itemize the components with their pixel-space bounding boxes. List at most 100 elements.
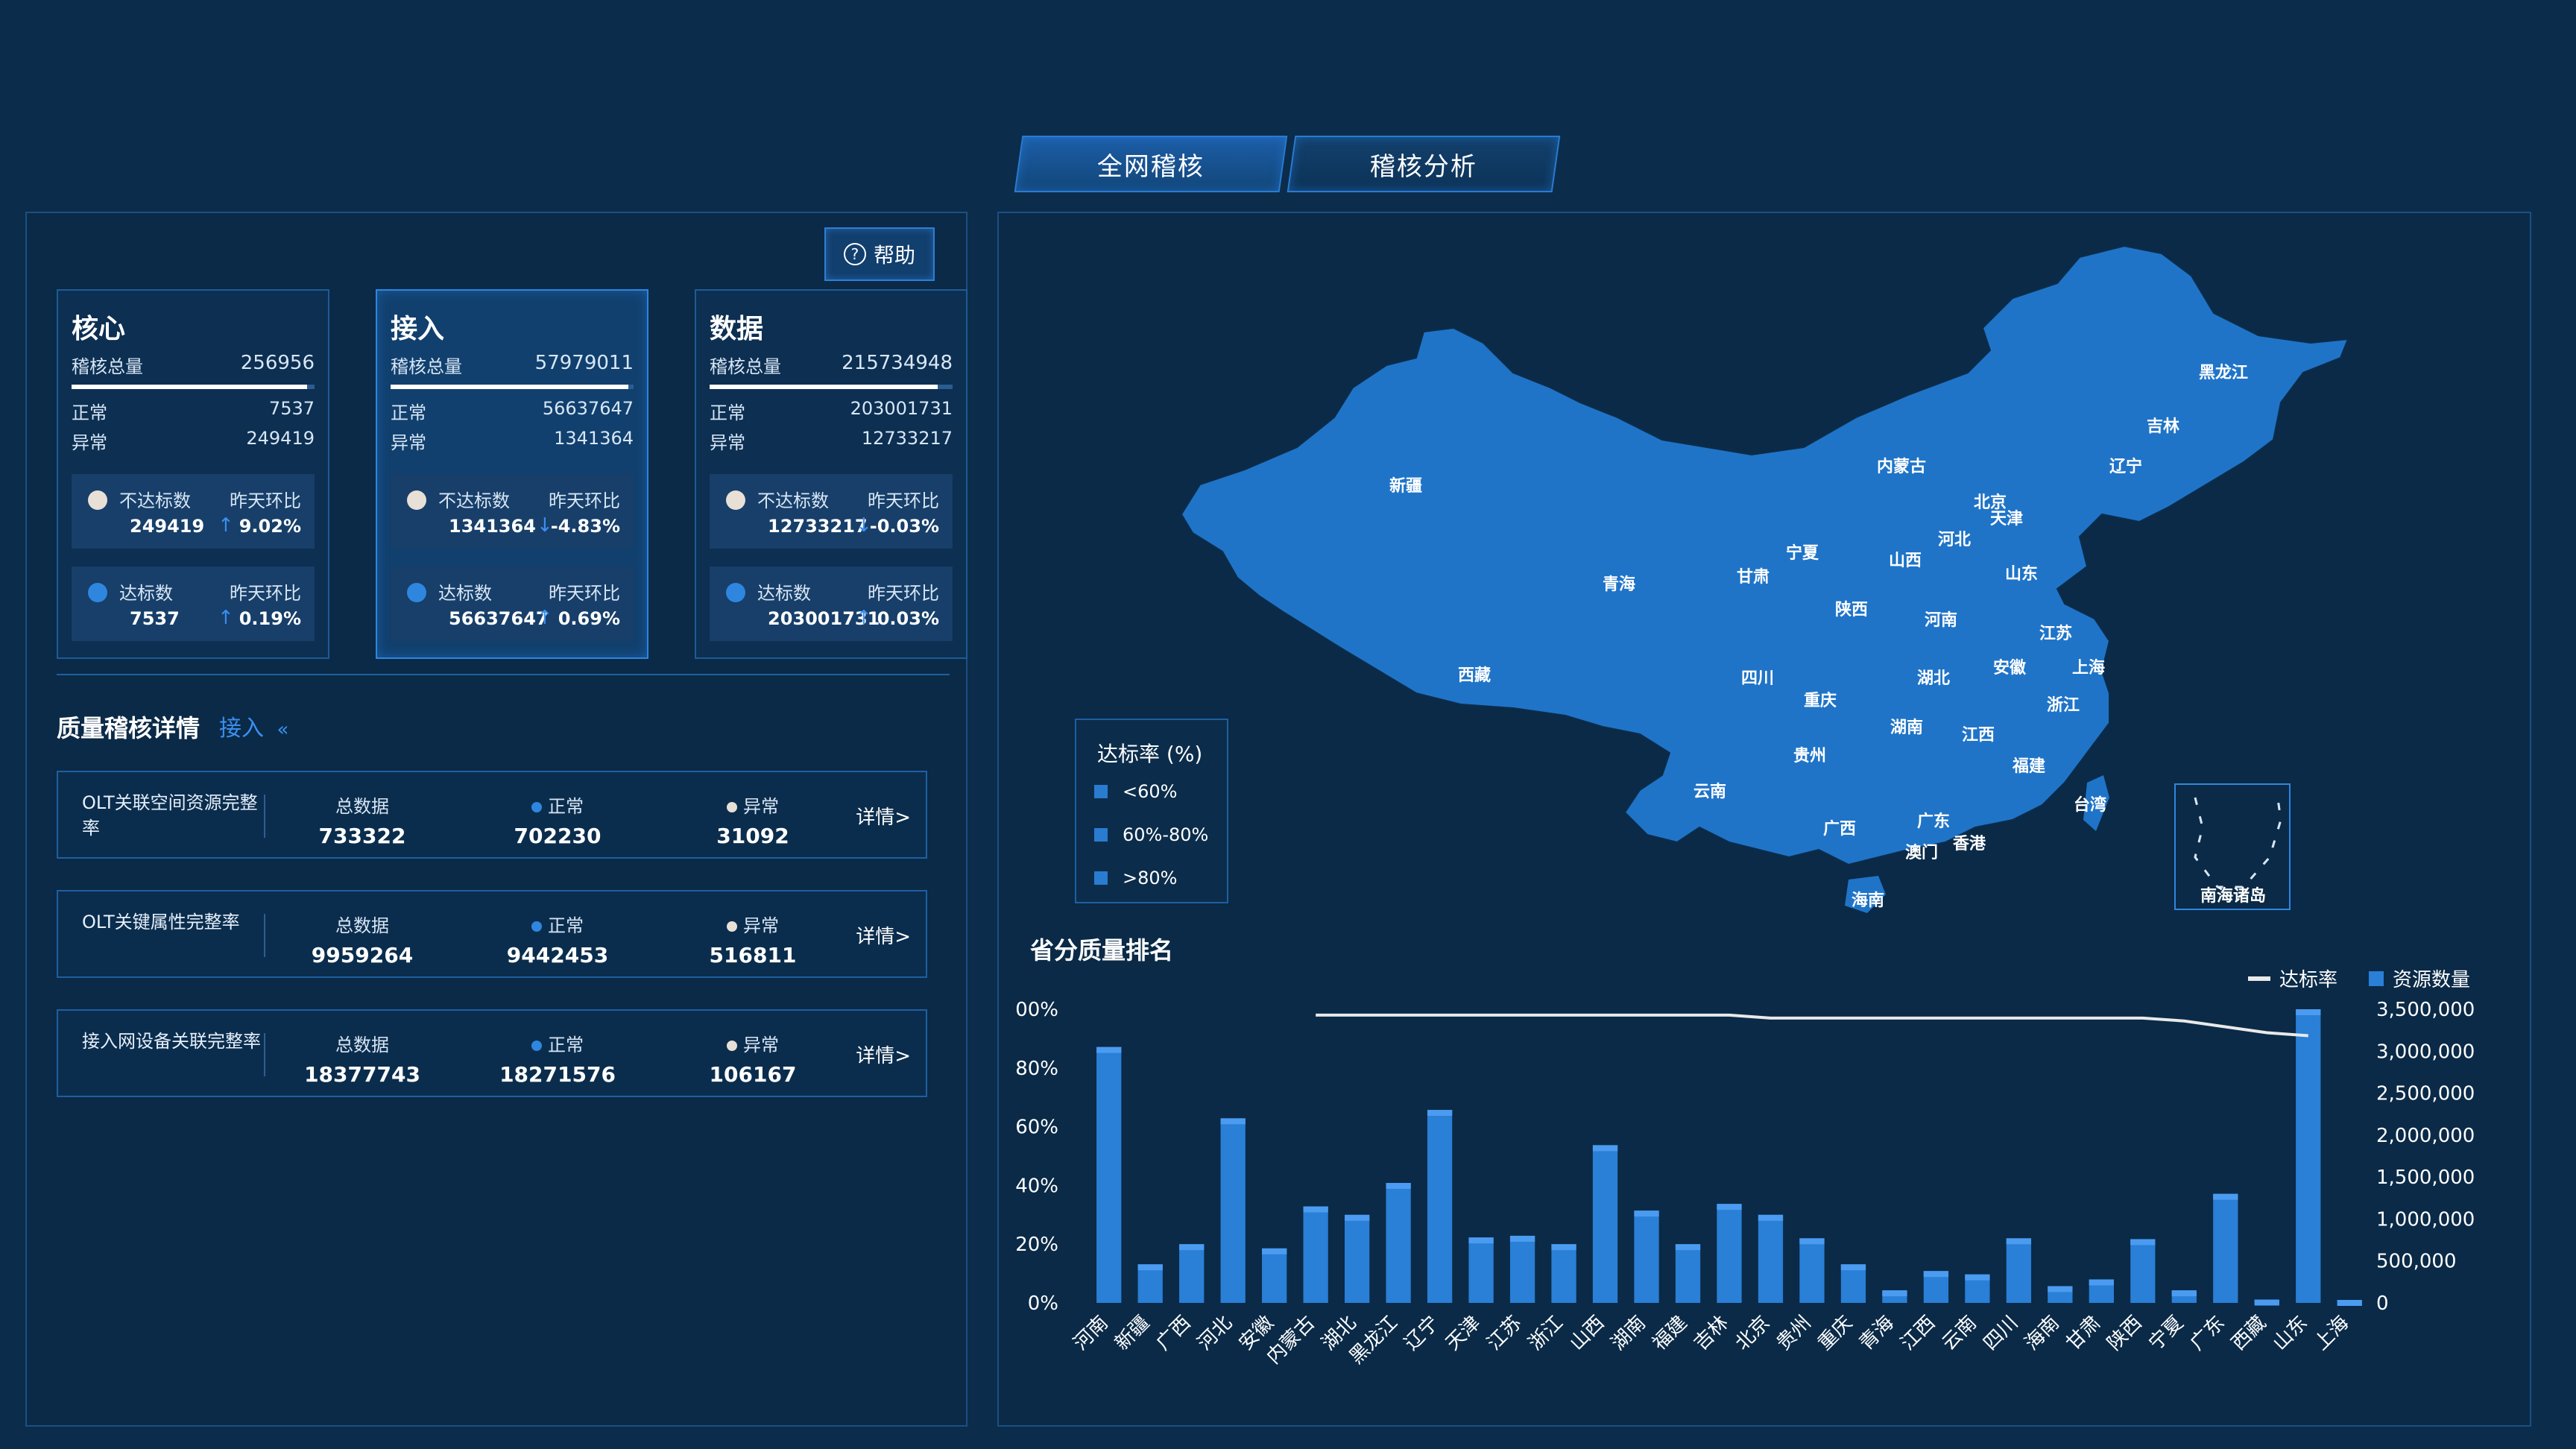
china-map[interactable]: [1163, 231, 2355, 917]
details-link[interactable]: 详情>: [856, 806, 911, 829]
province-label[interactable]: 云南: [1693, 783, 1727, 801]
abnormal-column: 异常 31092: [678, 792, 827, 848]
abnormal-value: 1341364: [554, 428, 634, 449]
province-label[interactable]: 台湾: [2074, 796, 2107, 815]
province-label[interactable]: 江苏: [2039, 625, 2073, 643]
map-legend-title: 达标率 (%): [1097, 742, 1203, 766]
province-label[interactable]: 北京: [1974, 493, 2007, 512]
normal-value: 9442453: [506, 943, 609, 967]
tab-full-network-audit[interactable]: 全网稽核: [1014, 136, 1288, 192]
province-label[interactable]: 湖南: [1890, 719, 1924, 737]
map-legend: 达标率 (%) <60% 60%-80% >80%: [1075, 719, 1228, 903]
x-tick-label: 河北: [1193, 1312, 1237, 1355]
abnormal-label: 异常: [743, 796, 779, 817]
province-label[interactable]: 四川: [1741, 669, 1775, 688]
abnormal-dot-icon: [727, 921, 737, 932]
province-label[interactable]: 甘肃: [1737, 568, 1770, 587]
bar-1: [1137, 1264, 1163, 1303]
province-label[interactable]: 西藏: [1458, 666, 1491, 685]
x-tick-label: 福建: [1648, 1312, 1691, 1355]
x-tick-label: 广东: [2186, 1312, 2229, 1355]
x-tick-label: 青海: [1855, 1312, 1898, 1355]
province-label[interactable]: 吉林: [2147, 417, 2180, 436]
details-link[interactable]: 详情>: [856, 1045, 911, 1067]
standard-box[interactable]: 达标数 昨天环比 7537 ↑ 0.19%: [72, 566, 315, 641]
total-value: 57979011: [534, 352, 634, 374]
province-label[interactable]: 广东: [1917, 812, 1951, 831]
help-button[interactable]: ? 帮助: [824, 227, 935, 281]
province-label[interactable]: 天津: [1990, 510, 2024, 528]
bar-5: [1303, 1206, 1328, 1303]
legend-item-low[interactable]: <60%: [1094, 781, 1177, 802]
substandard-label: 不达标数: [119, 490, 191, 511]
province-label[interactable]: 重庆: [1804, 692, 1837, 710]
y-tick-left: 60%: [1015, 1117, 1058, 1139]
normal-label: 正常: [72, 402, 107, 423]
bar-cap-5: [1303, 1206, 1328, 1213]
substandard-box[interactable]: 不达标数 昨天环比 1341364 ↓ -4.83%: [391, 474, 634, 549]
change-value: 0.69%: [558, 608, 620, 629]
province-label[interactable]: 贵州: [1793, 747, 1827, 765]
total-value: 18377743: [304, 1062, 420, 1087]
province-label[interactable]: 福建: [2012, 757, 2046, 776]
details-link[interactable]: 详情>: [856, 926, 911, 948]
province-label[interactable]: 山东: [2005, 565, 2039, 584]
bar-cap-21: [1965, 1274, 1990, 1281]
substandard-dot-icon: [407, 490, 426, 510]
province-label[interactable]: 陕西: [1835, 601, 1869, 619]
abnormal-dot-icon: [727, 802, 737, 812]
x-tick-label: 西藏: [2227, 1312, 2270, 1355]
province-label[interactable]: 河北: [1938, 531, 1972, 549]
normal-label: 正常: [391, 402, 426, 423]
legend-count-label: 资源数量: [2393, 969, 2471, 991]
compare-label: 昨天环比: [230, 490, 301, 511]
province-label[interactable]: 黑龙江: [2199, 364, 2249, 382]
legend-item-mid[interactable]: 60%-80%: [1094, 824, 1208, 845]
bar-8: [1427, 1110, 1453, 1303]
province-label[interactable]: 广西: [1823, 820, 1857, 839]
province-label[interactable]: 青海: [1603, 575, 1636, 594]
substandard-box[interactable]: 不达标数 昨天环比 12733217 ↓ -0.03%: [710, 474, 953, 549]
standard-box[interactable]: 达标数 昨天环比 56637647 ↑ 0.69%: [391, 566, 634, 641]
audit-card[interactable]: 数据 稽核总量 215734948 正常 203001731 异常 127332…: [695, 289, 967, 659]
province-label[interactable]: 海南: [1852, 891, 1885, 910]
province-label[interactable]: 上海: [2072, 659, 2106, 678]
x-tick-label: 河南: [1070, 1312, 1113, 1355]
y-tick-right: 2,500,000: [2376, 1083, 2475, 1105]
province-label[interactable]: 辽宁: [2109, 458, 2143, 476]
quality-row[interactable]: OLT关键属性完整率 总数据 9959264 正常 9442453 异常 516…: [57, 890, 927, 978]
normal-label: 正常: [548, 915, 584, 936]
legend-count[interactable]: 资源数量: [2369, 965, 2470, 992]
audit-card[interactable]: 核心 稽核总量 256956 正常 7537 异常 249419 不达标数 昨天…: [57, 289, 329, 659]
province-label[interactable]: 宁夏: [1786, 544, 1819, 563]
province-label[interactable]: 浙江: [2047, 696, 2080, 715]
substandard-value: 249419: [130, 516, 205, 537]
bar-cap-16: [1758, 1214, 1784, 1221]
province-label[interactable]: 湖北: [1917, 669, 1951, 688]
bar-0: [1096, 1046, 1122, 1303]
substandard-box[interactable]: 不达标数 昨天环比 249419 ↑ 9.02%: [72, 474, 315, 549]
legend-rate[interactable]: 达标率: [2248, 965, 2337, 992]
bar-17: [1799, 1238, 1825, 1303]
quality-row[interactable]: 接入网设备关联完整率 总数据 18377743 正常 18271576 异常 1…: [57, 1009, 927, 1097]
legend-item-high[interactable]: >80%: [1094, 868, 1177, 888]
bar-cap-0: [1096, 1046, 1122, 1053]
quality-row[interactable]: OLT关联空间资源完整率 总数据 733322 正常 702230 异常 310…: [57, 771, 927, 859]
province-label[interactable]: 山西: [1889, 552, 1922, 570]
province-label[interactable]: 内蒙古: [1877, 458, 1927, 476]
province-label[interactable]: 澳门: [1905, 844, 1939, 862]
tab-audit-analysis[interactable]: 稽核分析: [1287, 136, 1561, 192]
province-label[interactable]: 新疆: [1389, 477, 1423, 496]
metric-name: OLT关键属性完整率: [82, 912, 240, 932]
bar-cap-8: [1427, 1110, 1453, 1117]
x-tick-label: 内蒙古: [1263, 1312, 1319, 1368]
bar-cap-30: [2337, 1300, 2362, 1306]
province-label[interactable]: 香港: [1953, 835, 1986, 853]
province-label[interactable]: 江西: [1962, 726, 1995, 745]
audit-card[interactable]: 接入 稽核总量 57979011 正常 56637647 异常 1341364 …: [376, 289, 648, 659]
standard-box[interactable]: 达标数 昨天环比 203001731 ↑ 0.03%: [710, 566, 953, 641]
quality-filter-link[interactable]: 接入 «: [219, 710, 288, 742]
province-label[interactable]: 安徽: [1993, 659, 2027, 678]
province-label[interactable]: 河南: [1925, 611, 1958, 630]
abnormal-label: 异常: [743, 1035, 779, 1055]
